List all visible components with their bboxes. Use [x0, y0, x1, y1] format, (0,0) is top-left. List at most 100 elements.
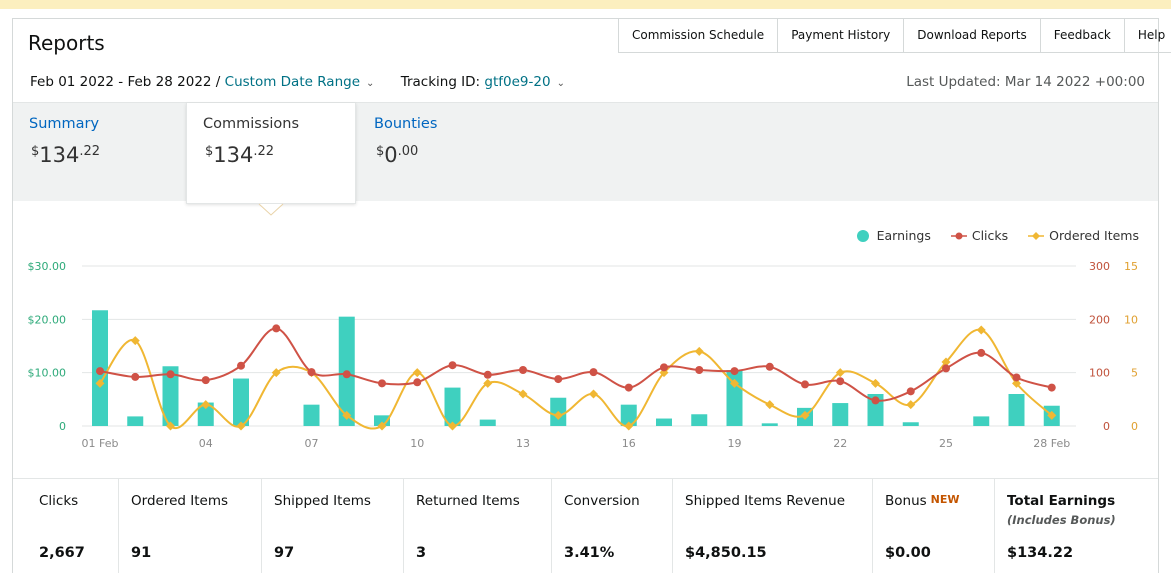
clicks-point — [307, 368, 316, 377]
earnings-bar — [233, 378, 249, 426]
stat-revenue-label: Shipped Items Revenue — [685, 493, 846, 509]
clicks-point — [765, 362, 774, 371]
earnings-bar — [479, 419, 496, 426]
clicks-point — [378, 379, 386, 388]
ordered-items-line-icon — [1028, 231, 1045, 240]
clicks-point — [695, 366, 704, 374]
clicks-point — [906, 387, 915, 396]
ordered-items-point — [1047, 410, 1057, 420]
y-right-clicks-tick-label: 200 — [1089, 313, 1110, 326]
clicks-point — [166, 370, 175, 379]
earnings-bar — [726, 370, 743, 426]
amount-cents: .22 — [253, 144, 275, 159]
payment-history-link[interactable]: Payment History — [778, 19, 905, 52]
legend-ordered-items-label: Ordered Items — [1049, 228, 1139, 243]
tabs-bar — [13, 102, 1158, 201]
ordered-items-point — [130, 336, 140, 346]
clicks-point — [836, 377, 845, 386]
earnings-bar — [444, 387, 461, 426]
x-tick-label: 10 — [410, 437, 424, 450]
chart-legend: Earnings Clicks Ordered Items — [837, 228, 1139, 243]
ordered-items-point — [871, 378, 880, 388]
stat-conversion-label: Conversion — [564, 493, 640, 509]
tab-commissions-amount: $134.22 — [205, 143, 274, 167]
tracking-id-value: gtf0e9-20 — [484, 74, 551, 90]
stat-clicks-label: Clicks — [39, 493, 79, 509]
help-link[interactable]: Help — [1125, 19, 1171, 52]
stat-total-earnings-label: Total Earnings — [1007, 493, 1116, 509]
ordered-items-point — [201, 400, 211, 410]
stat-bonus: Bonus NEW $0.00 — [873, 479, 995, 573]
clicks-point — [624, 383, 633, 392]
ordered-items-point — [730, 378, 739, 388]
legend-ordered-items[interactable]: Ordered Items — [1028, 228, 1139, 243]
clicks-point — [201, 376, 210, 385]
clicks-point — [942, 364, 950, 373]
amount-whole: 0 — [384, 143, 398, 167]
stat-bonus-label-row: Bonus NEW — [885, 493, 960, 509]
download-reports-link[interactable]: Download Reports — [904, 19, 1041, 52]
currency-symbol: $ — [31, 144, 40, 159]
clicks-point — [660, 363, 668, 372]
ordered-items-point — [236, 421, 246, 431]
ordered-items-point — [553, 410, 563, 420]
y-left-tick-label: $10.00 — [28, 367, 67, 380]
y-right-items-tick-label: 5 — [1131, 367, 1138, 380]
ordered-items-point — [589, 389, 598, 399]
y-left-tick-label: 0 — [59, 420, 66, 433]
stat-total-earnings-value: $134.22 — [1007, 545, 1074, 561]
clicks-line-icon — [950, 232, 967, 239]
clicks-point — [237, 361, 245, 370]
clicks-point — [96, 367, 104, 376]
tab-bounties[interactable]: Bounties $0.00 — [358, 103, 528, 203]
stat-total-earnings-sub: (Includes Bonus) — [1007, 513, 1116, 527]
legend-earnings[interactable]: Earnings — [856, 228, 931, 243]
tab-bounties-label: Bounties — [374, 116, 438, 132]
ordered-items-point — [976, 325, 986, 335]
tab-commissions[interactable]: Commissions $134.22 — [186, 103, 356, 204]
clicks-point — [272, 324, 281, 333]
page-title: Reports — [28, 31, 105, 55]
ordered-items-point — [166, 421, 175, 431]
clicks-point — [448, 361, 457, 370]
stat-conversion: Conversion 3.41% — [552, 479, 673, 573]
currency-symbol: $ — [376, 144, 385, 159]
tab-summary[interactable]: Summary $134.22 — [13, 103, 183, 203]
clicks-point — [589, 368, 598, 377]
ordered-items-point — [624, 421, 634, 431]
y-right-clicks-tick-label: 0 — [1103, 420, 1110, 433]
clicks-point — [1047, 383, 1056, 392]
stat-shipped-items-revenue: Shipped Items Revenue $4,850.15 — [673, 479, 873, 573]
legend-clicks[interactable]: Clicks — [950, 228, 1009, 243]
x-tick-label: 13 — [516, 437, 530, 450]
y-right-clicks-tick-label: 100 — [1089, 367, 1110, 380]
clicks-point — [730, 367, 739, 376]
custom-date-range-dropdown[interactable]: Custom Date Range ⌄ — [225, 74, 375, 90]
earnings-bar — [867, 394, 884, 426]
stat-returned-items-value: 3 — [416, 545, 427, 561]
tracking-id-dropdown[interactable]: gtf0e9-20 ⌄ — [484, 74, 565, 90]
y-left-tick-label: $20.00 — [28, 313, 67, 326]
ordered-items-point — [800, 410, 810, 420]
stat-shipped-items: Shipped Items 97 — [262, 479, 404, 573]
earnings-dot-icon — [856, 229, 869, 242]
stat-revenue-value: $4,850.15 — [685, 545, 767, 561]
top-links: Commission Schedule Payment History Down… — [618, 19, 1171, 53]
commission-schedule-link[interactable]: Commission Schedule — [619, 19, 779, 52]
stat-conversion-value: 3.41% — [564, 545, 615, 561]
feedback-link[interactable]: Feedback — [1041, 19, 1125, 52]
x-tick-label: 19 — [728, 437, 742, 450]
clicks-point — [871, 396, 880, 405]
stat-bonus-value: $0.00 — [885, 545, 931, 561]
legend-clicks-label: Clicks — [971, 228, 1009, 243]
clicks-point — [483, 370, 492, 379]
stat-returned-items-label: Returned Items — [416, 493, 520, 509]
ordered-items-point — [518, 389, 528, 399]
date-range-text: Feb 01 2022 - Feb 28 2022 / — [30, 74, 221, 90]
earnings-bar — [374, 415, 390, 426]
x-tick-label: 01 Feb — [82, 437, 119, 450]
notification-strip — [0, 0, 1171, 9]
ordered-items-point — [95, 378, 105, 388]
ordered-items-point — [694, 346, 704, 356]
new-badge: NEW — [930, 493, 960, 506]
